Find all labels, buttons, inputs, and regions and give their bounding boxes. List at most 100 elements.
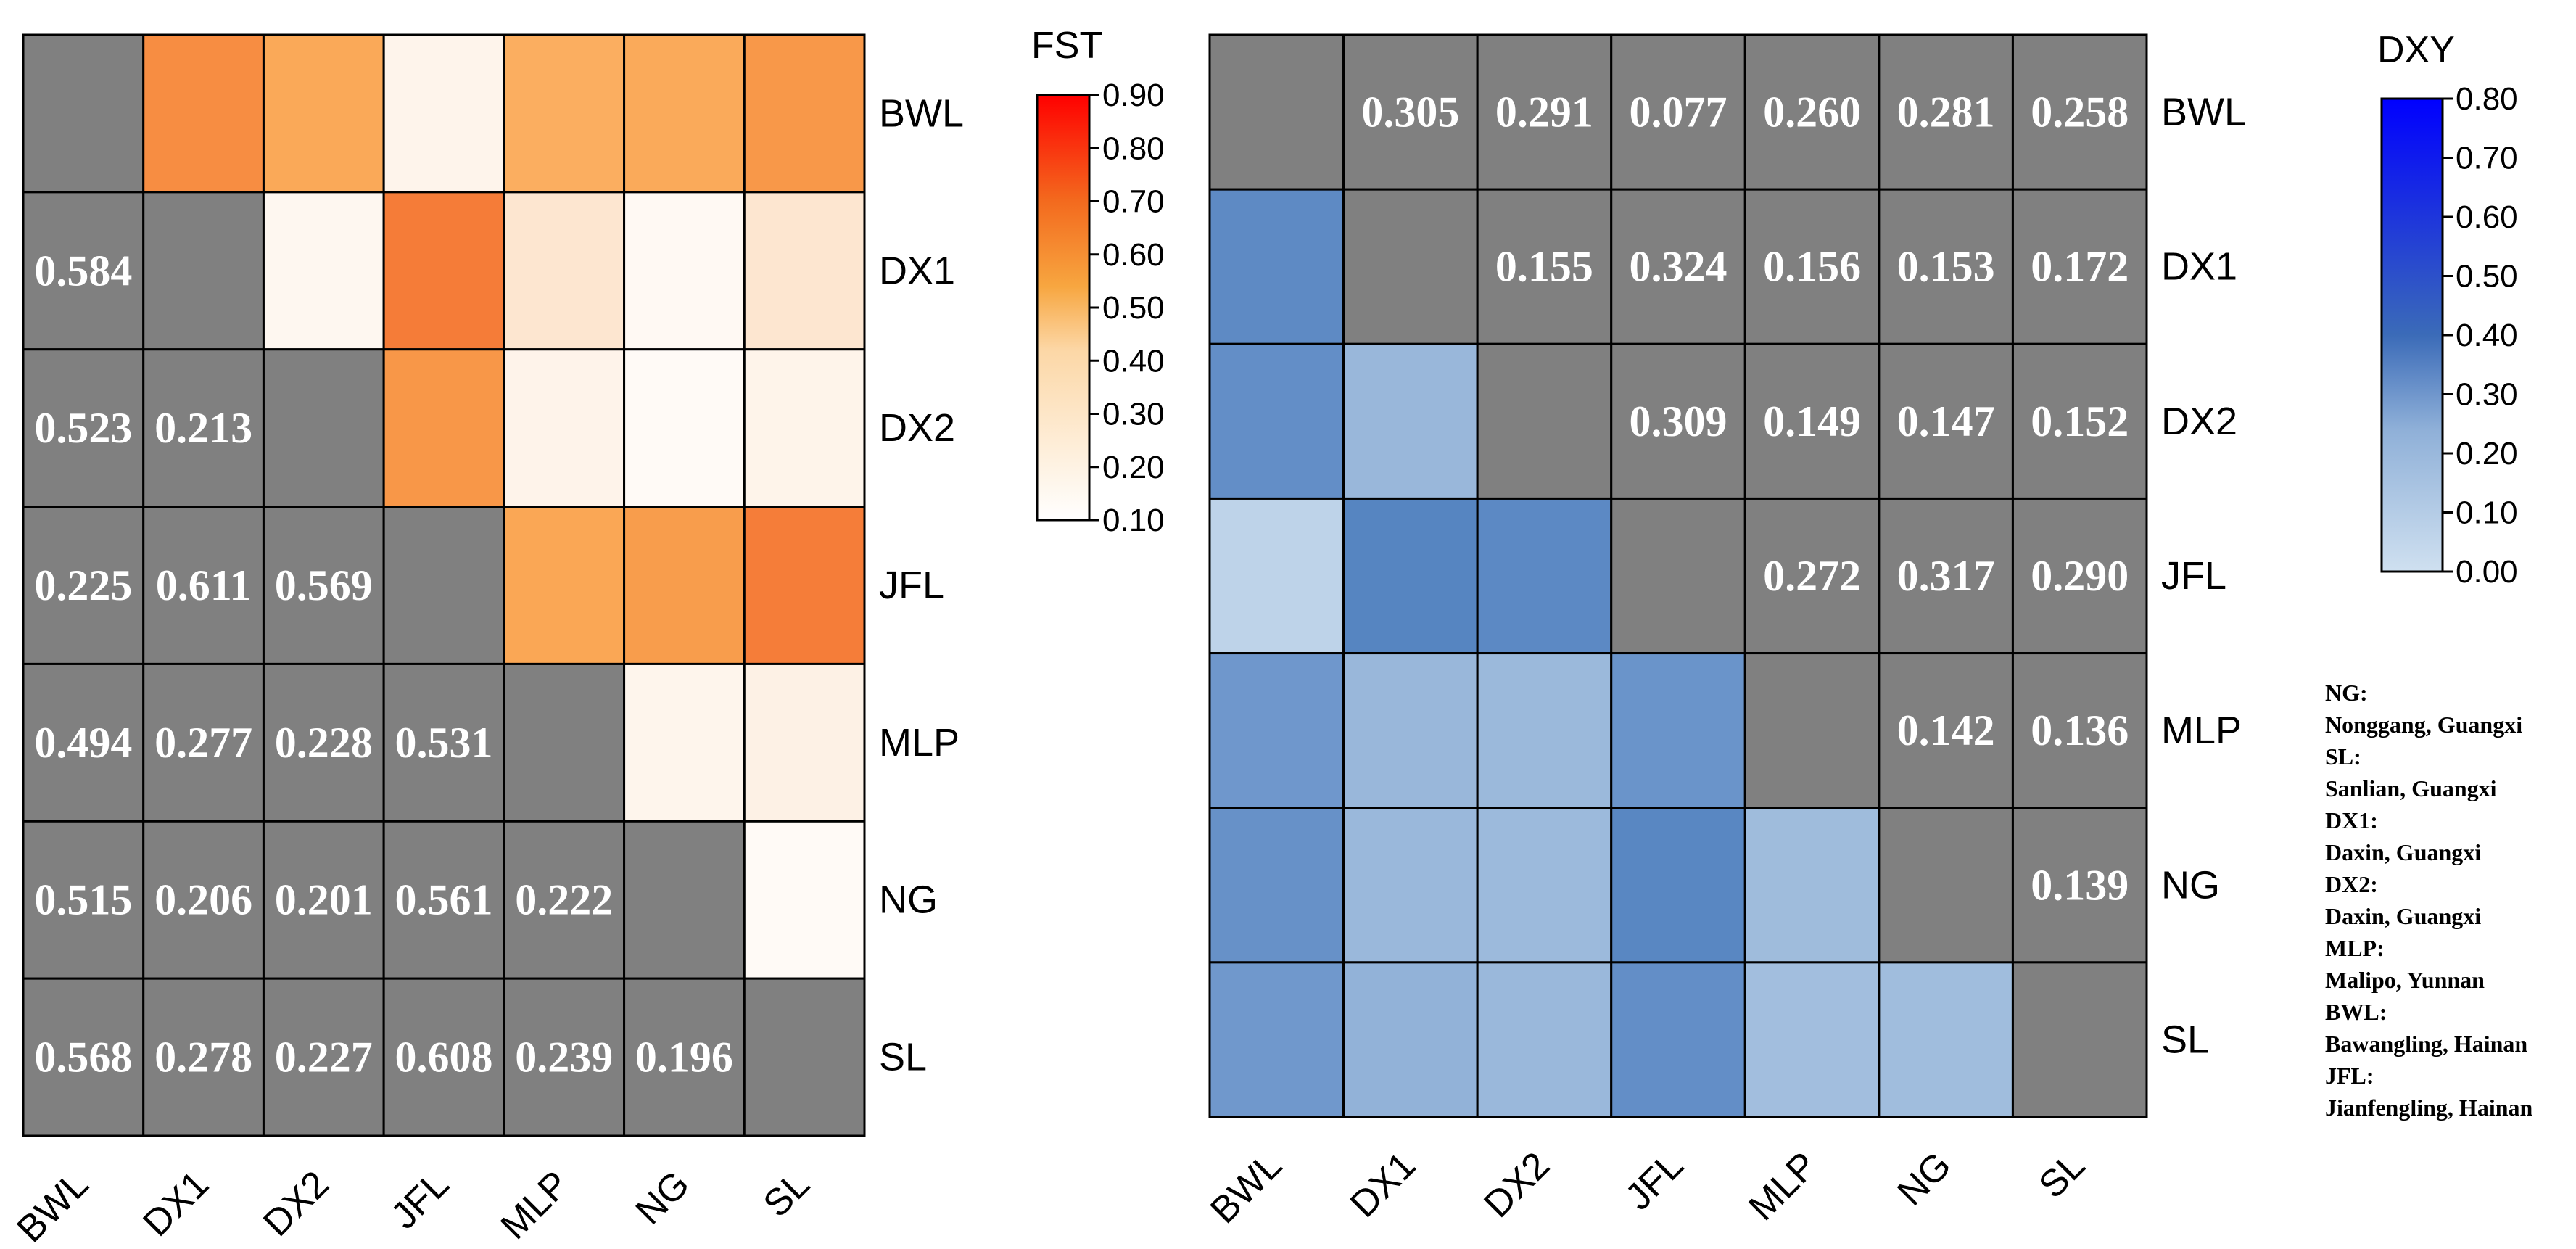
cell-value: 0.494	[34, 719, 132, 767]
cell-value: 0.155	[1495, 243, 1593, 291]
fst-heatmap: 0.584 0.523 0.213 0.225 0.611 0.569 0.494 0.277…	[9, 33, 964, 1249]
colorbar-tick-label: 0.70	[2456, 141, 2518, 176]
colorbar-tick-label: 0.80	[1102, 131, 1165, 166]
legend-place: Nonggang, Guangxi	[2325, 712, 2522, 738]
cell-NG-JFL	[382, 820, 505, 980]
cell-value: 0.172	[2031, 243, 2129, 291]
row-label-MLP: MLP	[879, 721, 959, 764]
cell-MLP-JFL	[1610, 652, 1746, 809]
cell-value: 0.153	[1897, 243, 1995, 291]
cell-DX1-DX2	[262, 191, 385, 351]
cell-value: 0.278	[154, 1034, 252, 1081]
row-label-NG: NG	[879, 878, 938, 922]
cell-DX2-NG	[623, 348, 746, 508]
cell-BWL-SL	[743, 33, 866, 194]
cell-BWL-BWL	[22, 33, 145, 194]
cell-SL-SL	[743, 977, 866, 1137]
col-label-NG: NG	[628, 1163, 698, 1232]
cell-DX2-MLP	[503, 348, 626, 508]
row-label-SL: SL	[2161, 1018, 2209, 1061]
row-label-BWL: BWL	[879, 91, 964, 135]
legend-place: Daxin, Guangxi	[2325, 839, 2481, 865]
col-label-NG: NG	[1889, 1144, 1959, 1213]
row-label-SL: SL	[879, 1036, 927, 1079]
cell-BWL-MLP	[1743, 33, 1881, 191]
row-label-DX1: DX1	[879, 249, 955, 292]
col-label-MLP: MLP	[1741, 1144, 1825, 1229]
legend-code: NG:	[2325, 680, 2368, 706]
cell-NG-BWL	[1208, 807, 1345, 964]
cell-value: 0.568	[34, 1034, 132, 1081]
cell-BWL-DX1	[1342, 33, 1479, 191]
cell-value: 0.305	[1361, 88, 1459, 136]
cell-DX2-DX2	[1476, 342, 1613, 500]
cell-SL-JFL	[1610, 961, 1746, 1118]
cell-BWL-DX2	[1476, 33, 1613, 191]
cell-MLP-NG	[623, 662, 746, 823]
cell-SL-MLP	[1743, 961, 1881, 1118]
cell-value: 0.227	[275, 1034, 373, 1081]
cell-value: 0.196	[635, 1034, 733, 1081]
cell-SL-BWL	[1208, 961, 1345, 1118]
cell-value: 0.531	[395, 719, 493, 767]
cell-MLP-MLP	[1743, 652, 1881, 809]
cell-value: 0.228	[275, 719, 373, 767]
cell-DX1-MLP	[503, 191, 626, 351]
cell-NG-DX1	[1342, 807, 1479, 964]
cell-value: 0.561	[395, 876, 493, 924]
cell-JFL-DX1	[1342, 497, 1479, 655]
legend-code: MLP:	[2325, 935, 2385, 961]
colorbar-tick-label: 0.50	[1102, 290, 1165, 326]
cell-JFL-JFL	[1610, 497, 1746, 655]
legend-code: DX1:	[2325, 807, 2378, 833]
cell-DX2-JFL	[382, 348, 505, 508]
cell-value: 0.201	[275, 876, 373, 924]
row-label-NG: NG	[2161, 863, 2220, 907]
colorbar-tick-label: 0.40	[2456, 318, 2518, 353]
population-legend: NG: Nonggang, Guangxi SL: Sanlian, Guangxi D…	[2325, 680, 2533, 1121]
cell-SL-DX2	[262, 977, 385, 1137]
colorbar-tick-label: 0.10	[1102, 503, 1165, 538]
cell-SL-SL	[2011, 961, 2148, 1118]
cell-NG-JFL	[1610, 807, 1746, 964]
fst-colorbar: FST 0.90 0.80 0.70 0.60 0.50 0.40 0.30 0.20 0.10	[1031, 25, 1165, 538]
cell-NG-NG	[623, 820, 746, 980]
cell-JFL-DX2	[262, 506, 385, 665]
colorbar-tick-label: 0.30	[1102, 397, 1165, 432]
cell-value: 0.317	[1897, 552, 1995, 600]
cell-value: 0.239	[515, 1034, 613, 1081]
cell-NG-SL	[2011, 807, 2148, 964]
cell-MLP-DX2	[1476, 652, 1613, 809]
cell-DX1-DX1	[1342, 188, 1479, 345]
cell-value: 0.260	[1763, 88, 1861, 136]
cell-value: 0.213	[154, 404, 252, 452]
cell-value: 0.225	[34, 561, 132, 609]
cell-BWL-DX1	[142, 33, 265, 194]
cell-value: 0.281	[1897, 88, 1995, 136]
fst-colorbar-gradient	[1036, 94, 1091, 522]
cell-BWL-MLP	[503, 33, 626, 194]
cell-DX1-DX2	[1476, 188, 1613, 345]
cell-JFL-BWL	[1208, 497, 1345, 655]
cell-value: 0.206	[154, 876, 252, 924]
col-label-SL: SL	[2031, 1144, 2093, 1206]
colorbar-tick-label: 0.50	[2456, 259, 2518, 294]
cell-DX2-DX2	[262, 348, 385, 508]
cell-BWL-SL	[2011, 33, 2148, 191]
cell-SL-NG	[1878, 961, 2014, 1118]
cell-value: 0.258	[2031, 88, 2129, 136]
colorbar-tick-label: 0.80	[2456, 81, 2518, 117]
dxy-colorbar-title: DXY	[2377, 29, 2455, 71]
cell-JFL-DX2	[1476, 497, 1613, 655]
legend-place: Malipo, Yunnan	[2325, 967, 2485, 993]
cell-NG-NG	[1878, 807, 2014, 964]
cell-DX1-BWL	[1208, 188, 1345, 345]
cell-JFL-NG	[623, 506, 746, 665]
cell-NG-DX1	[142, 820, 265, 980]
cell-value: 0.277	[154, 719, 252, 767]
col-label-MLP: MLP	[493, 1163, 578, 1248]
cell-NG-DX2	[1476, 807, 1613, 964]
cell-MLP-MLP	[503, 662, 626, 823]
colorbar-tick-label: 0.60	[2456, 199, 2518, 235]
cell-DX2-BWL	[22, 348, 145, 508]
